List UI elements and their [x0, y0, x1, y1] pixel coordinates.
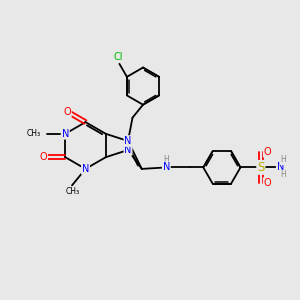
- Text: S: S: [257, 161, 265, 174]
- Text: O: O: [40, 152, 47, 162]
- Text: CH₃: CH₃: [65, 188, 80, 196]
- Text: O: O: [264, 147, 271, 157]
- Text: N: N: [124, 145, 132, 155]
- Text: H: H: [280, 155, 286, 164]
- Text: H: H: [280, 170, 286, 179]
- Text: N: N: [277, 162, 284, 172]
- Text: CH₃: CH₃: [27, 129, 41, 138]
- Text: N: N: [61, 129, 69, 139]
- Text: N: N: [124, 136, 132, 146]
- Text: Cl: Cl: [113, 52, 123, 62]
- Text: O: O: [63, 107, 71, 117]
- Text: N: N: [163, 162, 170, 172]
- Text: H: H: [164, 155, 169, 164]
- Text: O: O: [264, 178, 271, 188]
- Text: N: N: [82, 164, 89, 174]
